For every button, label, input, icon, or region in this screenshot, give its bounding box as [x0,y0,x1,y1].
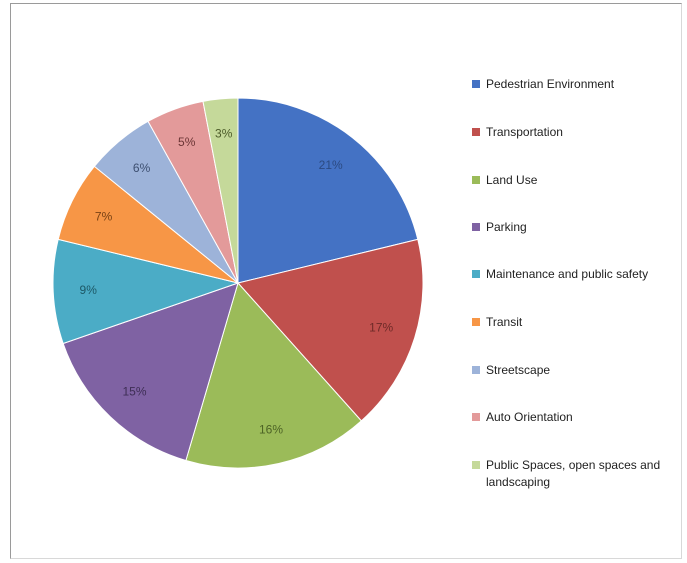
slice-label-2: 16% [259,422,283,436]
legend-item-1: Transportation [472,124,682,141]
legend-label-3: Parking [486,220,527,234]
legend-swatch-3 [472,223,480,231]
legend-swatch-4 [472,270,480,278]
slice-label-1: 17% [369,321,393,335]
pie-slice-4 [52,238,240,345]
legend-item-7: Auto Orientation [472,409,682,426]
legend-item-0: Pedestrian Environment [472,76,682,93]
legend-label-8: Public Spaces, open spaces and landscapi… [486,458,661,489]
legend-swatch-0 [472,80,480,88]
pie-slice-0 [237,97,419,284]
legend-label-7: Auto Orientation [486,410,573,424]
slice-label-4: 9% [80,283,98,297]
legend-item-6: Streetscape [472,362,682,379]
slice-label-0: 21% [319,158,343,172]
pie-slice-1 [237,238,424,422]
chart-frame [10,3,682,559]
legend-swatch-2 [472,176,480,184]
legend-item-2: Land Use [472,172,682,189]
pie-slice-3 [62,282,239,462]
slice-label-3: 15% [122,385,146,399]
legend-label-0: Pedestrian Environment [486,77,615,91]
slice-label-6: 6% [133,161,151,175]
legend-item-3: Parking [472,219,682,236]
legend-swatch-6 [472,366,480,374]
slice-label-5: 7% [95,209,113,223]
legend-item-8: Public Spaces, open spaces and landscapi… [472,457,682,491]
slice-label-7: 5% [178,135,196,149]
legend-swatch-5 [472,318,480,326]
legend-swatch-7 [472,413,480,421]
legend-swatch-8 [472,461,480,469]
legend-label-1: Transportation [486,125,563,139]
legend-swatch-1 [472,128,480,136]
pie-slice-2 [185,281,363,469]
legend-label-4: Maintenance and public safety [486,267,649,281]
pie-slice-8 [202,97,239,284]
legend-item-4: Maintenance and public safety [472,266,682,283]
legend-label-5: Transit [486,315,523,329]
legend-item-5: Transit [472,314,682,331]
legend-label-6: Streetscape [486,363,551,377]
legend-label-2: Land Use [486,173,538,187]
slice-label-8: 3% [215,127,233,141]
